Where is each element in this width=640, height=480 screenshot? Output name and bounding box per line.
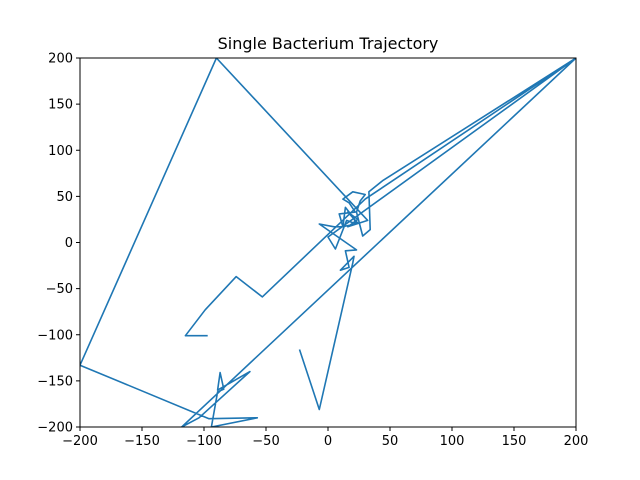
x-tick-label: −100 xyxy=(186,434,222,449)
x-tick-label: −50 xyxy=(252,434,279,449)
trajectory-line-0 xyxy=(80,58,576,427)
y-tick-label: −150 xyxy=(37,374,73,389)
x-axis: −200 −150 −100 −50 0 50 100 150 200 xyxy=(62,427,588,449)
x-tick-label: −150 xyxy=(124,434,160,449)
y-tick-label: 50 xyxy=(56,190,73,205)
x-tick-label: 50 xyxy=(382,434,399,449)
plot-area xyxy=(80,58,576,427)
x-tick-label: 150 xyxy=(502,434,527,449)
y-axis: −200 −150 −100 −50 0 50 100 150 200 xyxy=(37,52,80,436)
x-tick-label: −200 xyxy=(62,434,98,449)
y-tick-label: 100 xyxy=(48,144,73,159)
y-tick-label: 200 xyxy=(48,52,73,67)
y-tick-label: 150 xyxy=(48,98,73,113)
x-tick-label: 200 xyxy=(564,434,589,449)
y-tick-label: −50 xyxy=(46,282,73,297)
chart-title: Single Bacterium Trajectory xyxy=(218,34,439,53)
x-tick-label: 100 xyxy=(440,434,465,449)
y-tick-label: −200 xyxy=(37,421,73,436)
y-tick-label: −100 xyxy=(37,328,73,343)
y-tick-label: 0 xyxy=(65,236,73,251)
x-tick-label: 0 xyxy=(324,434,332,449)
